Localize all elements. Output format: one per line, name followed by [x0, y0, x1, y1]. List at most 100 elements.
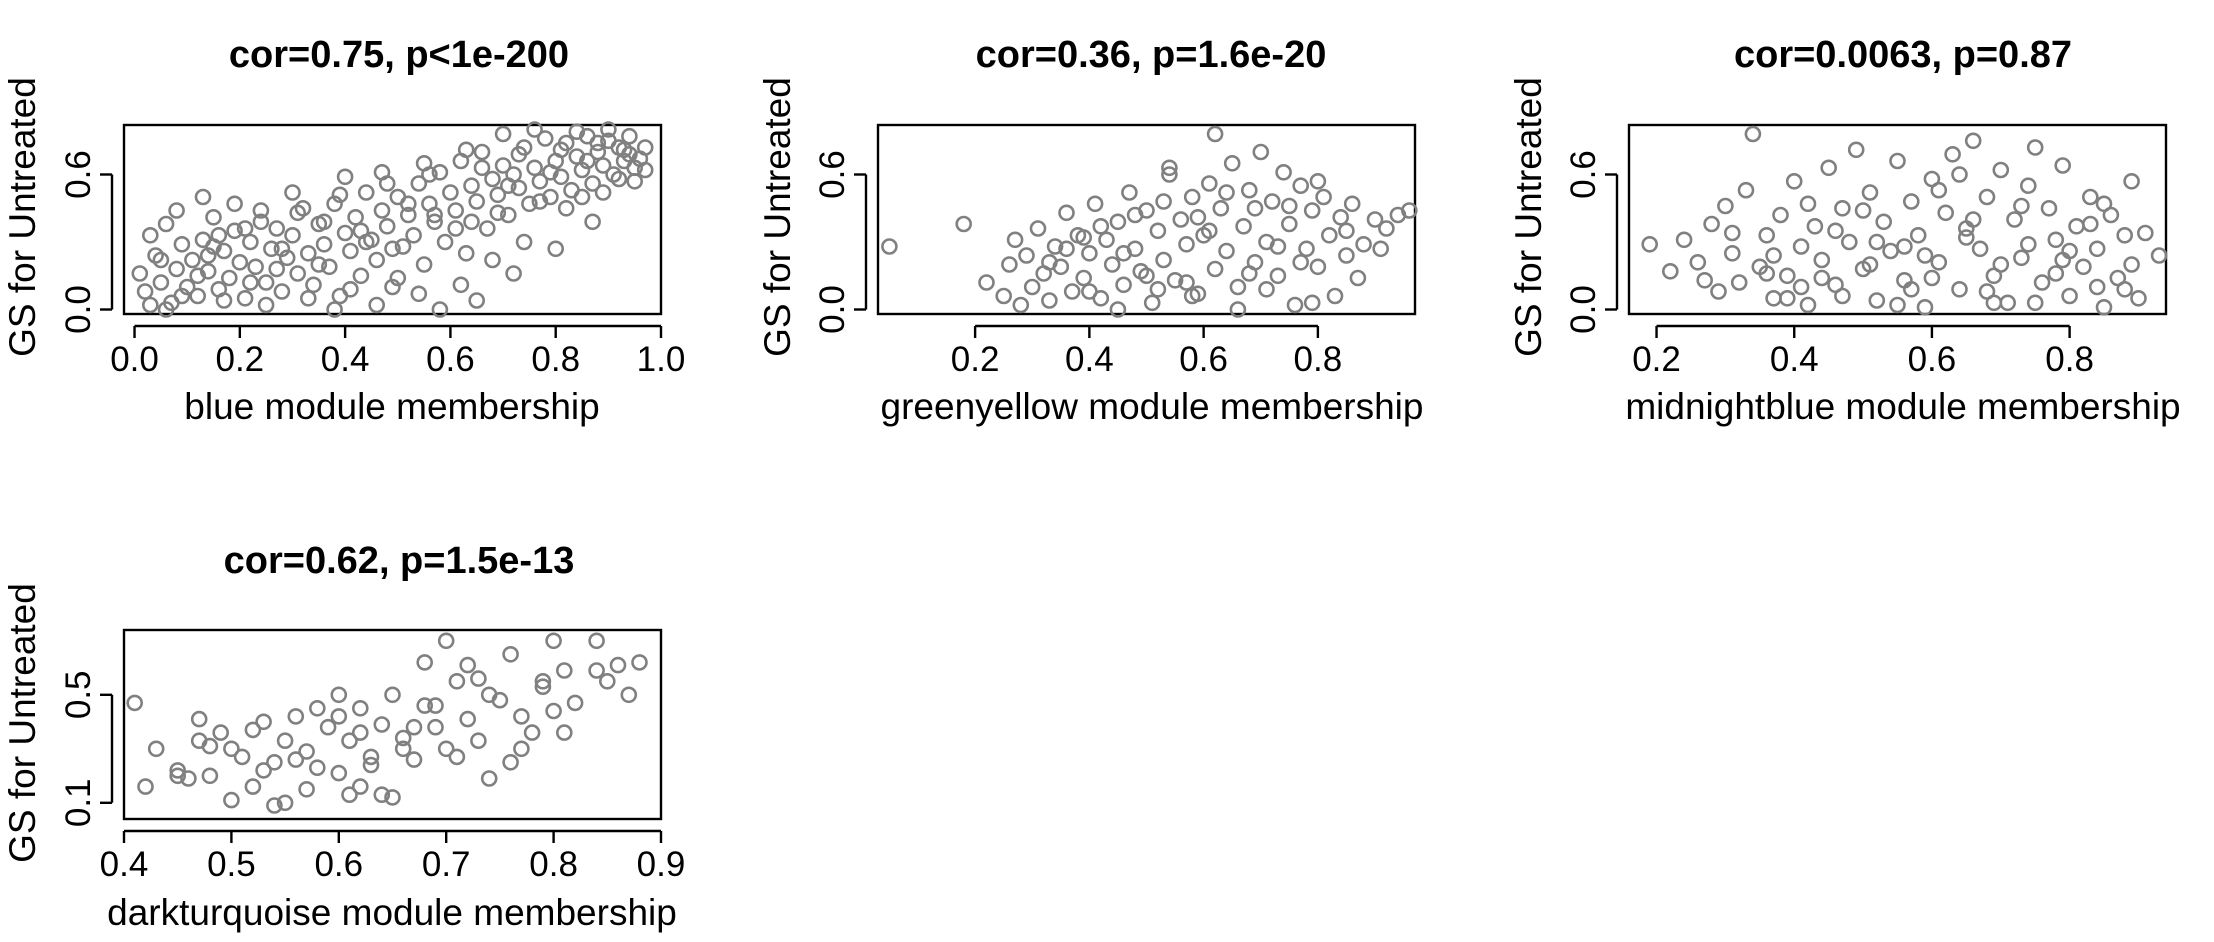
data-point: [2020, 236, 2037, 253]
data-point: [278, 249, 296, 267]
data-point: [473, 143, 491, 161]
data-point: [2123, 256, 2140, 273]
data-point: [1183, 287, 1201, 305]
data-point: [1882, 242, 1899, 260]
data-point: [226, 222, 243, 240]
data-point: [1309, 258, 1327, 276]
data-point: [1916, 247, 1934, 264]
data-point: [2082, 188, 2099, 206]
data-point: [416, 654, 434, 671]
data-point: [257, 296, 275, 314]
data-point: [510, 179, 528, 197]
data-point: [1138, 267, 1155, 285]
data-point: [1058, 204, 1075, 222]
data-point: [473, 159, 491, 177]
data-point: [573, 161, 591, 179]
data-point: [1999, 294, 2016, 312]
data-point: [2095, 298, 2113, 316]
data-point: [137, 778, 154, 795]
data-point: [1218, 184, 1235, 201]
data-point: [1281, 197, 1298, 215]
panel-darkturquoise-y-axis: 0.1 0.5: [59, 670, 114, 827]
data-point: [1827, 222, 1844, 240]
data-point: [2082, 215, 2099, 233]
data-point: [289, 265, 307, 282]
data-point: [410, 285, 428, 303]
data-point: [1006, 231, 1024, 249]
data-point: [1109, 301, 1127, 318]
panel-blue-points: [131, 121, 654, 318]
data-point: [384, 278, 401, 296]
data-point: [1710, 283, 1727, 300]
data-point: [1252, 143, 1270, 161]
x-tick-label: 0.2: [951, 340, 1000, 379]
data-point: [568, 148, 586, 165]
data-point: [373, 202, 391, 219]
data-point: [502, 753, 519, 771]
data-point: [457, 141, 475, 159]
data-point: [173, 287, 191, 305]
data-point: [1172, 211, 1190, 228]
data-point: [399, 206, 417, 224]
x-tick-label: 0.9: [637, 845, 686, 884]
data-point: [995, 287, 1013, 305]
data-point: [499, 177, 517, 194]
data-point: [1992, 256, 2010, 273]
data-point: [1813, 269, 1831, 287]
data-point: [636, 161, 654, 179]
data-point: [594, 157, 612, 174]
data-point: [336, 168, 354, 186]
y-tick-label: 0.5: [59, 670, 98, 719]
data-point: [178, 278, 196, 296]
x-tick-label: 0.5: [207, 845, 256, 884]
data-point: [489, 204, 507, 222]
data-point: [1971, 240, 1989, 258]
data-point: [215, 242, 233, 260]
x-tick-label: 0.8: [529, 845, 578, 884]
data-point: [1166, 271, 1184, 289]
data-point: [173, 236, 191, 253]
data-point: [210, 227, 228, 244]
panel-midnightblue: cor=0.0063, p=0.87 GS for Untreated midn…: [1508, 34, 2181, 427]
data-point: [1724, 245, 1741, 262]
data-point: [2150, 247, 2168, 264]
data-point: [1303, 294, 1321, 312]
data-point: [542, 164, 559, 181]
data-point: [1978, 188, 1996, 206]
data-point: [448, 748, 466, 766]
data-point: [1012, 296, 1030, 314]
data-point: [131, 265, 149, 282]
data-point: [1281, 215, 1298, 233]
data-point: [351, 699, 369, 717]
panel-greenyellow-plot-frame: [876, 123, 1417, 316]
data-point: [534, 678, 552, 696]
data-point: [447, 202, 465, 219]
data-point: [1081, 283, 1098, 300]
data-point: [1696, 271, 1713, 289]
data-point: [199, 247, 217, 264]
data-point: [1923, 269, 1941, 287]
data-point: [2013, 249, 2030, 267]
data-point: [330, 686, 348, 704]
data-point: [315, 213, 333, 231]
data-point: [205, 209, 222, 226]
data-point: [2006, 211, 2023, 228]
data-point: [1889, 152, 1906, 170]
data-point: [326, 301, 343, 318]
data-point: [452, 276, 470, 294]
data-point: [310, 256, 328, 273]
data-point: [147, 740, 165, 758]
data-point: [2061, 287, 2078, 305]
data-point: [1223, 155, 1241, 172]
data-point: [1909, 227, 1927, 244]
data-point: [484, 170, 501, 188]
panel-greenyellow: cor=0.36, p=1.6e-20 GS for Untreated gre…: [757, 34, 1423, 427]
data-point: [584, 213, 601, 231]
data-point: [426, 213, 443, 231]
data-point: [268, 220, 286, 237]
data-point: [378, 218, 396, 235]
y-tick-label: 0.6: [59, 150, 98, 199]
data-point: [373, 716, 391, 733]
panel-greenyellow-xlabel: greenyellow module membership: [881, 386, 1424, 427]
data-point: [1896, 238, 1913, 255]
